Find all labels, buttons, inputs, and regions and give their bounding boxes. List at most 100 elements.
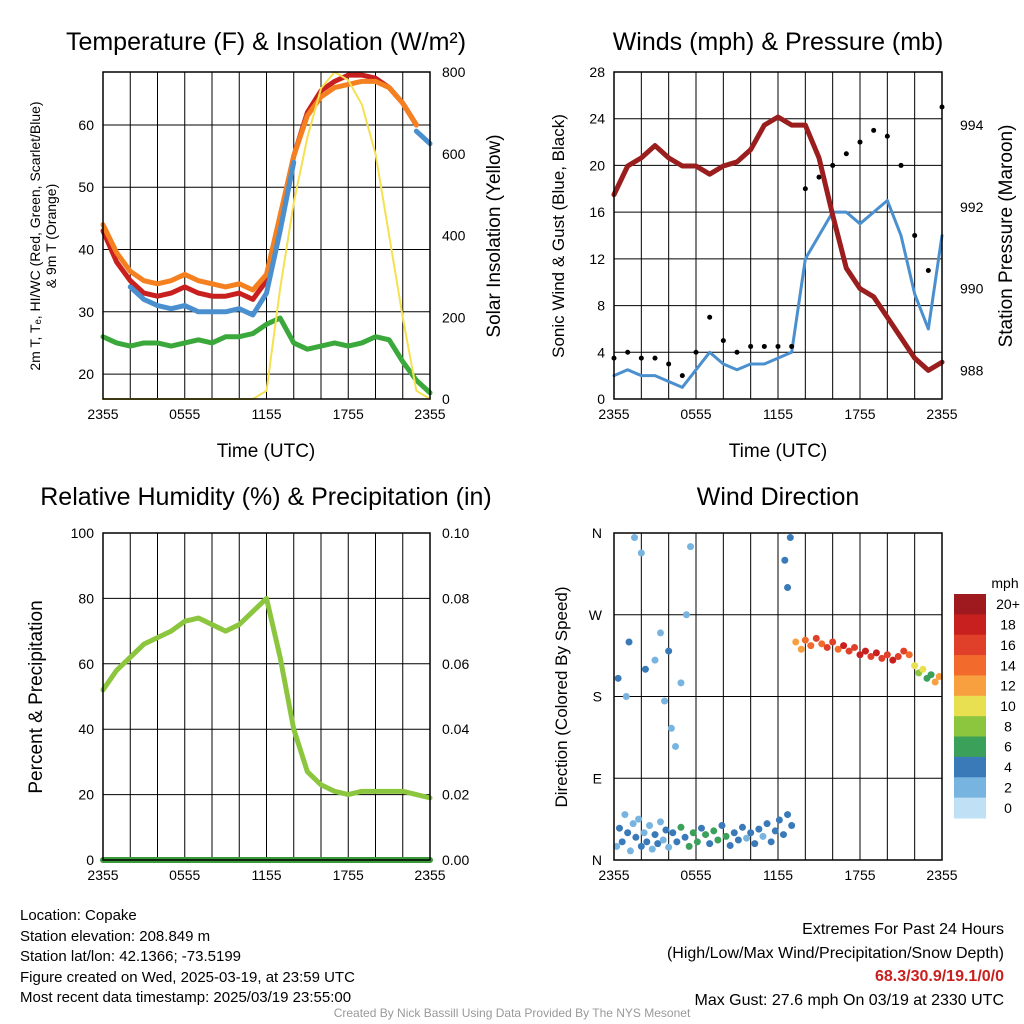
extremes-subtitle: (High/Low/Max Wind/Precipitation/Snow De… xyxy=(666,944,1004,962)
colorbar-label: 4 xyxy=(1004,759,1012,775)
colorbar-swatch xyxy=(954,634,986,656)
temp-ticks: 2355 0555 1155 1755 235520304050600200400600… xyxy=(78,64,465,422)
wdir-grid xyxy=(614,533,942,860)
wind-dir-point xyxy=(797,645,805,653)
wind-dir-point xyxy=(751,840,759,848)
y-tick-label: 0 xyxy=(86,852,94,868)
gust-point xyxy=(652,355,658,361)
gust-point xyxy=(693,349,699,355)
wind-dir-point xyxy=(624,829,632,837)
gust-point xyxy=(816,174,822,180)
y2-tick-label: 0.02 xyxy=(442,787,469,803)
x-tick-label: 1155 xyxy=(251,406,281,422)
colorbar-swatch xyxy=(954,614,986,636)
wind-dir-point xyxy=(681,833,689,841)
wind-direction-panel: Wind Direction 2355 0555 1155 1755 2355NESWN… xyxy=(552,483,1020,883)
x-tick-label: 2355 xyxy=(926,867,957,883)
y-tick-label: S xyxy=(593,689,602,705)
created-text: Figure created on Wed, 2025-03-19, at 23… xyxy=(20,968,355,986)
colorbar-swatch xyxy=(954,655,986,676)
colorbar-swatch xyxy=(954,736,986,758)
winds-ylabel: Sonic Wind & Gust (Blue, Black) xyxy=(549,114,568,358)
temp_2m-line xyxy=(100,72,419,302)
wind-dir-point xyxy=(648,845,656,853)
x-tick-label: 1155 xyxy=(763,867,793,883)
wind-dir-point xyxy=(685,842,693,850)
y2-tick-label: 0.04 xyxy=(442,721,469,737)
y-tick-label: N xyxy=(592,525,602,541)
temp_9m-line xyxy=(100,78,419,293)
wind-dir-point xyxy=(779,831,787,839)
y-tick-label: 12 xyxy=(589,251,605,267)
colorbar-label: 10 xyxy=(1000,698,1016,714)
gust-point xyxy=(761,343,767,349)
wind-dir-point xyxy=(784,811,792,819)
wind-dir-point xyxy=(726,841,734,849)
wind-dir-point xyxy=(788,821,796,829)
wind-dir-point xyxy=(856,651,864,659)
x-tick-label: 1755 xyxy=(333,867,364,883)
wind-dir-point xyxy=(905,651,913,659)
wind-dir-point xyxy=(613,842,621,850)
wind-dir-point xyxy=(631,534,638,542)
temperature-panel: Temperature (F) & Insolation (W/m²) 2355… xyxy=(27,28,505,462)
wind-dir-point xyxy=(673,838,681,846)
wind-dir-point xyxy=(659,836,667,844)
x-tick-label: 2355 xyxy=(87,406,118,422)
wind-dir-point xyxy=(889,656,897,664)
humidity-panel: Relative Humidity (%) & Precipitation (i… xyxy=(26,483,492,883)
temp-ylabel-line2: & 9m T (Orange) xyxy=(43,184,59,289)
wind-dir-point xyxy=(632,833,640,841)
x-tick-label: 1755 xyxy=(844,867,875,883)
wind-dir-point xyxy=(635,815,643,823)
wind-dir-point xyxy=(894,653,902,661)
pressure-line xyxy=(611,114,945,373)
gust-point xyxy=(857,139,863,145)
wind-dir-point xyxy=(669,829,677,837)
gust-point xyxy=(884,133,890,139)
extremes-values: 68.3/30.9/19.1/0/0 xyxy=(875,968,1004,985)
y-tick-label: 16 xyxy=(589,204,605,220)
temp-xlabel: Time (UTC) xyxy=(217,441,316,462)
y-tick-label: 60 xyxy=(78,656,94,672)
y2-tick-label: 0.06 xyxy=(442,656,469,672)
colorbar-swatch xyxy=(954,675,986,697)
y-tick-label: 50 xyxy=(78,179,94,195)
wind-dir-point xyxy=(621,811,629,819)
wind-dir-point xyxy=(840,642,848,650)
colorbar-label: 18 xyxy=(1000,617,1016,633)
windchill-line xyxy=(127,159,297,318)
x-tick-label: 2355 xyxy=(926,406,957,422)
colorbar-label: 16 xyxy=(1000,637,1016,653)
y-tick-label: 100 xyxy=(71,525,95,541)
y-tick-label: 0 xyxy=(597,391,605,407)
winds-y2label: Station Pressure (Maroon) xyxy=(996,125,1017,348)
wind-dir-point xyxy=(755,825,763,833)
y2-tick-label: 600 xyxy=(442,146,466,162)
wind-dir-point xyxy=(687,543,695,551)
x-tick-label: 2355 xyxy=(598,867,629,883)
rh-plot-frame xyxy=(102,532,431,861)
wind-dir-point xyxy=(771,827,779,835)
wdir-chart-title: Wind Direction xyxy=(697,483,860,511)
y2-tick-label: 0 xyxy=(442,391,450,407)
wind-dir-point xyxy=(654,840,662,848)
gust-point xyxy=(802,186,808,192)
temp-plot-frame xyxy=(102,71,431,400)
wind-dir-point xyxy=(872,649,880,657)
wind-dir-point xyxy=(734,836,742,844)
wind-dir-point xyxy=(743,834,751,842)
wind-dir-point xyxy=(693,838,701,846)
wind-dir-point xyxy=(911,662,919,670)
temp-chart-title: Temperature (F) & Insolation (W/m²) xyxy=(66,28,466,56)
y-tick-label: N xyxy=(592,852,602,868)
wind-dir-point xyxy=(823,643,831,651)
wind-dir-point xyxy=(677,679,685,687)
wind-dir-point xyxy=(861,647,869,655)
wind-dir-point xyxy=(665,843,673,851)
colorbar-label: 14 xyxy=(1000,657,1016,673)
gust-point xyxy=(775,343,781,349)
wind-dir-point xyxy=(662,826,670,834)
colorbar-label: 12 xyxy=(1000,678,1016,694)
